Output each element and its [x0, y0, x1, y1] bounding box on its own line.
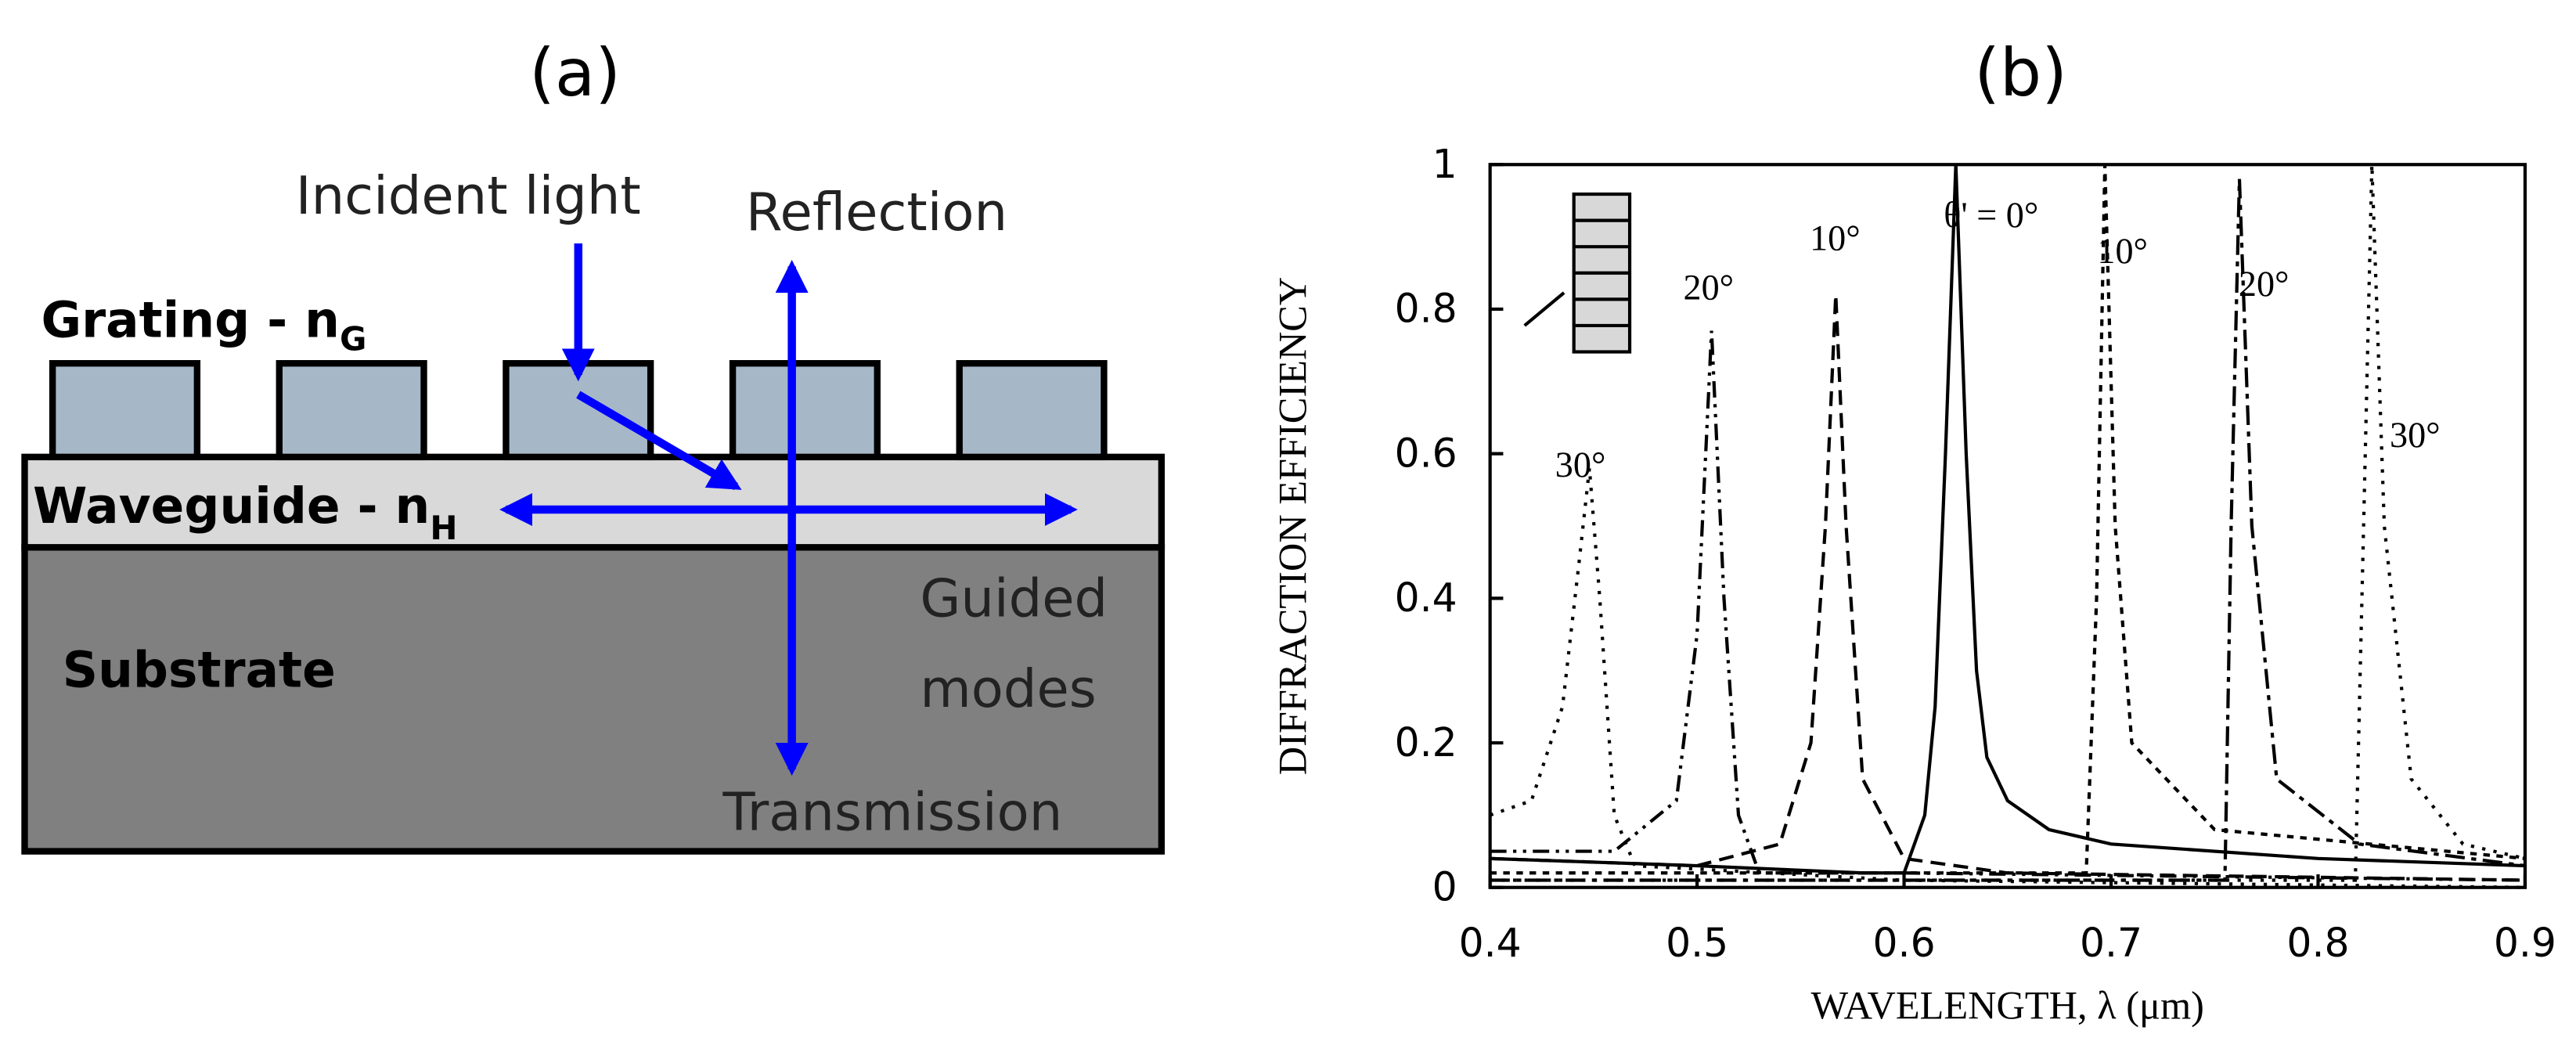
grating	[49, 360, 1108, 461]
series-label: 20°	[2239, 264, 2290, 304]
tooth	[276, 360, 427, 461]
text: Grating - n	[41, 292, 340, 349]
x-tick-label: 0.8	[2286, 920, 2349, 966]
series-label: 10°	[1810, 218, 1861, 258]
y-axis-label: DIFFRACTION EFFICIENCY	[1271, 277, 1315, 776]
series-label: 30°	[1555, 445, 1606, 485]
x-tick-label: 0.9	[2494, 920, 2556, 966]
reflection-label: Reflection	[746, 182, 1007, 243]
subscript: G	[340, 319, 366, 358]
refracted-arrow	[576, 391, 742, 491]
series-label: θ' = 0°	[1944, 195, 2038, 235]
y-tick-label: 0.4	[1395, 575, 1457, 621]
series-label: 30°	[2390, 415, 2441, 455]
series-line	[1490, 164, 2526, 875]
series-label: 20°	[1683, 267, 1734, 307]
arrows	[499, 243, 1078, 776]
subscript: H	[430, 509, 457, 547]
series-line	[1490, 178, 2526, 882]
series-label: 10°	[2097, 231, 2148, 271]
series-line	[1490, 164, 2526, 882]
inset-lines	[1573, 218, 1630, 328]
text: Waveguide - n	[33, 477, 430, 535]
y-tick-label: 1	[1432, 141, 1457, 187]
x-tick-label: 0.4	[1459, 920, 1522, 966]
panel-title: (a)	[529, 34, 621, 111]
tooth	[503, 360, 654, 461]
tooth	[729, 360, 881, 461]
inset-arrow	[1523, 291, 1565, 327]
incident-label: Incident light	[296, 165, 641, 226]
y-tick-label: 0.6	[1395, 430, 1457, 476]
x-tick-label: 0.5	[1666, 920, 1728, 966]
plot-frame	[1488, 163, 2527, 889]
series-line	[1489, 467, 2525, 889]
series-line	[1490, 164, 2526, 875]
x-axis-label: WAVELENGTH, λ (μm)	[1811, 984, 2204, 1028]
guided-label: modes	[920, 658, 1096, 719]
x-tick-label: 0.7	[2080, 920, 2142, 966]
series-line	[1490, 294, 2525, 882]
tooth	[956, 360, 1108, 461]
y-tick-label: 0.2	[1395, 719, 1457, 766]
substrate-label: Substrate	[63, 642, 336, 699]
transmission-label: Transmission	[722, 781, 1062, 842]
panel-title: (b)	[1974, 34, 2067, 111]
inset	[1523, 192, 1632, 354]
y-tick-label: 0.8	[1395, 286, 1457, 332]
substrate	[21, 544, 1166, 855]
waveguide-label: Waveguide - nH	[33, 477, 458, 547]
guided-label: Guided	[920, 567, 1108, 629]
y-tick-label: 0	[1432, 864, 1457, 910]
grating-label: Grating - nG	[41, 292, 366, 358]
tooth	[49, 360, 201, 461]
x-tick-label: 0.6	[1873, 920, 1936, 966]
